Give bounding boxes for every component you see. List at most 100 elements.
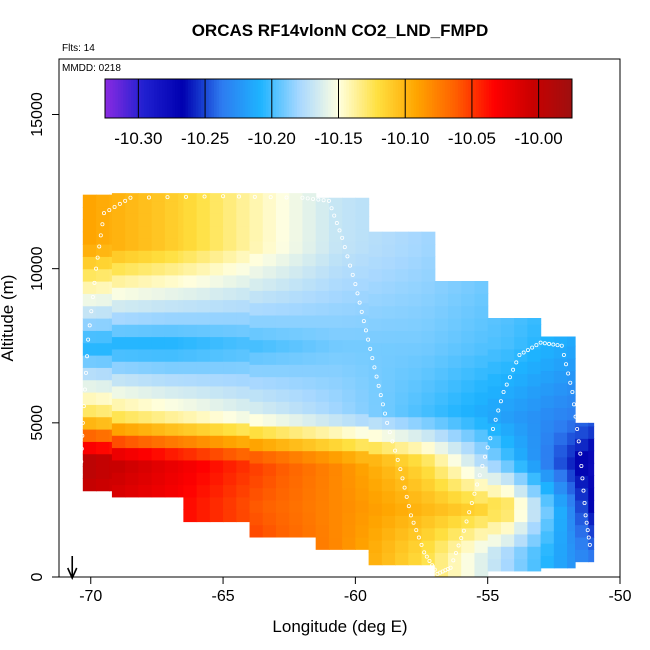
heatmap-cell: [434, 281, 449, 294]
colorbar-segment: [156, 79, 160, 118]
heatmap-cell: [514, 422, 528, 436]
track-point: [342, 245, 347, 250]
heatmap-cell: [474, 367, 489, 381]
heatmap-cell: [328, 364, 343, 378]
heatmap-cell: [395, 379, 409, 393]
heatmap-cell: [368, 540, 383, 553]
heatmap-cell: [487, 459, 502, 473]
heatmap-cell: [500, 398, 515, 412]
heatmap-cell: [262, 351, 277, 365]
heatmap-cell: [474, 330, 489, 344]
heatmap-cell: [368, 515, 383, 529]
track-point: [202, 194, 207, 199]
heatmap-cell: [553, 382, 568, 396]
heatmap-cell: [342, 314, 356, 328]
heatmap-cell: [125, 373, 139, 387]
heatmap-cell: [236, 250, 251, 264]
heatmap-cell: [514, 385, 528, 399]
colorbar-segment: [354, 79, 358, 118]
heatmap-cell: [434, 305, 449, 319]
track-point: [95, 255, 100, 260]
heatmap-cell: [368, 466, 383, 479]
heatmap-cell: [275, 290, 290, 304]
heatmap-cell: [500, 533, 515, 547]
heatmap-cell: [151, 225, 166, 239]
heatmap-cell: [111, 213, 126, 227]
colorbar-tick-label: -10.10: [381, 129, 429, 148]
heatmap-cell: [289, 425, 304, 439]
track-point: [583, 513, 588, 518]
track-point: [427, 558, 432, 563]
colorbar-segment: [395, 79, 399, 118]
heatmap-cell: [408, 490, 423, 504]
heatmap-cell: [500, 336, 515, 350]
heatmap-cell: [315, 388, 330, 402]
heatmap-cell: [342, 277, 356, 291]
heatmap-cell: [249, 438, 264, 452]
colorbar-segment: [302, 79, 306, 118]
heatmap-cell: [289, 401, 304, 415]
heatmap-cell: [381, 503, 396, 516]
heatmap-cell: [249, 253, 264, 267]
colorbar-segment: [245, 79, 249, 118]
heatmap-cell: [262, 240, 277, 254]
heatmap-cell: [249, 339, 264, 353]
heatmap-cell: [289, 327, 304, 341]
track-point: [79, 446, 84, 451]
heatmap-cell: [138, 398, 153, 412]
heatmap-cell: [275, 462, 290, 476]
heatmap-cell: [223, 324, 237, 338]
heatmap-cell: [249, 228, 264, 242]
heatmap-cell: [315, 203, 330, 217]
colorbar-segment: [538, 79, 542, 118]
heatmap-cell: [540, 345, 555, 359]
heatmap-cell: [553, 358, 568, 372]
heatmap-cell: [151, 287, 166, 301]
heatmap-cell: [408, 379, 423, 393]
heatmap-cell: [342, 203, 356, 217]
heatmap-cell: [342, 499, 356, 513]
heatmap-cell: [82, 194, 97, 208]
heatmap-cell: [289, 376, 304, 390]
heatmap-cell: [249, 388, 264, 402]
heatmap-cell: [567, 543, 576, 557]
heatmap-cell: [262, 203, 277, 217]
heatmap-cell: [236, 213, 251, 227]
track-point: [89, 309, 94, 314]
track-point: [268, 195, 273, 200]
heatmap-cell: [164, 193, 179, 202]
colorbar-segment: [112, 79, 116, 118]
heatmap-cell: [368, 441, 383, 455]
heatmap-cell: [395, 429, 409, 442]
track-point: [551, 342, 556, 347]
heatmap-cell: [461, 342, 476, 356]
heatmap-cell: [236, 361, 251, 375]
heatmap-cell: [448, 564, 462, 577]
heatmap-cell: [434, 342, 449, 356]
track-point: [383, 411, 388, 416]
heatmap-cell: [302, 425, 317, 439]
heatmap-cell: [236, 373, 251, 387]
heatmap-cell: [223, 361, 237, 375]
heatmap-cell: [96, 244, 110, 257]
heatmap-cell: [315, 475, 330, 489]
heatmap-cell: [82, 355, 97, 368]
heatmap-cell: [408, 540, 423, 553]
track-point: [547, 341, 552, 346]
heatmap-cell: [461, 490, 476, 504]
heatmap-cell: [249, 425, 264, 439]
heatmap-cell: [342, 302, 356, 316]
track-point: [92, 280, 97, 285]
heatmap-cell: [461, 441, 476, 455]
heatmap-cell: [236, 496, 251, 510]
heatmap-cell: [421, 268, 436, 282]
heatmap-cell: [151, 274, 166, 288]
heatmap-cell: [164, 225, 179, 239]
heatmap-cell: [328, 240, 343, 254]
track-point: [165, 195, 170, 200]
colorbar-segment: [151, 79, 155, 118]
heatmap-cell: [178, 373, 184, 387]
heatmap-cell: [183, 385, 198, 399]
colorbar-tick-label: -10.30: [114, 129, 162, 148]
track-point: [579, 463, 584, 468]
